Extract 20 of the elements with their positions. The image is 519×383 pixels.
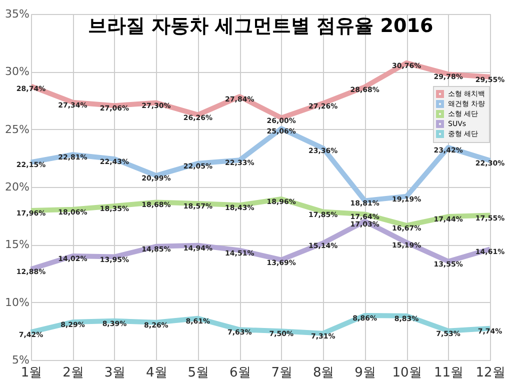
x-tick-label: 12월 bbox=[476, 366, 506, 380]
y-tick-label: 10% bbox=[5, 296, 30, 309]
x-tick-label: 1월 bbox=[20, 366, 42, 380]
x-tick-label: 3월 bbox=[104, 366, 126, 380]
x-tick-label: 4월 bbox=[146, 366, 168, 380]
x-tick-label: 10월 bbox=[392, 366, 422, 380]
y-tick-label: 20% bbox=[5, 180, 30, 194]
chart-title: 브라질 자동차 세그먼트별 점유율 2016 bbox=[88, 15, 434, 37]
y-tick-label: 30% bbox=[5, 65, 30, 78]
x-tick-label: 9월 bbox=[354, 366, 376, 380]
x-tick-label: 7월 bbox=[271, 366, 293, 380]
y-tick-label: 25% bbox=[5, 122, 30, 136]
x-tick-label: 6월 bbox=[229, 366, 251, 380]
x-tick-label: 5월 bbox=[188, 366, 210, 380]
x-tick-label: 11월 bbox=[434, 366, 464, 380]
y-tick-label: 35% bbox=[5, 8, 30, 20]
y-tick-label: 5% bbox=[12, 354, 30, 366]
y-tick-label: 15% bbox=[5, 238, 30, 252]
x-tick-label: 8월 bbox=[312, 366, 334, 380]
x-tick-label: 2월 bbox=[62, 366, 84, 380]
